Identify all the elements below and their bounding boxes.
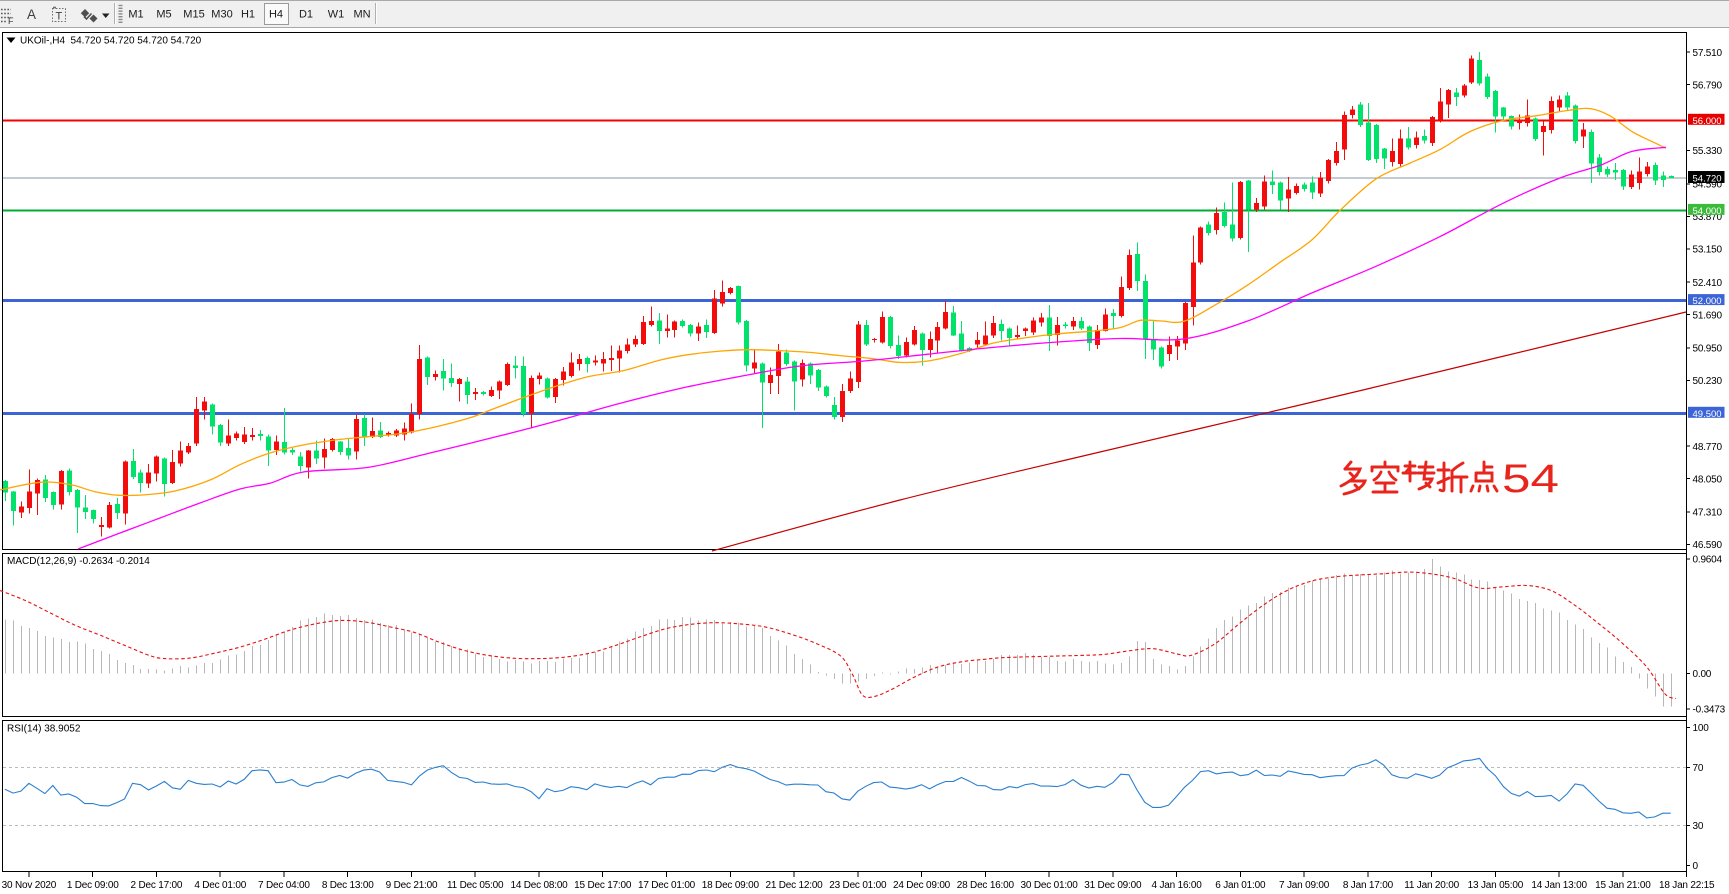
svg-text:54.720: 54.720 xyxy=(1693,174,1722,185)
svg-text:8 Jan 17:00: 8 Jan 17:00 xyxy=(1343,880,1394,891)
svg-text:M1: M1 xyxy=(128,9,143,21)
svg-text:28 Dec 16:00: 28 Dec 16:00 xyxy=(957,880,1015,891)
svg-text:13 Jan 05:00: 13 Jan 05:00 xyxy=(1468,880,1524,891)
svg-text:55.330: 55.330 xyxy=(1693,146,1723,157)
svg-text:30 Dec 01:00: 30 Dec 01:00 xyxy=(1021,880,1079,891)
svg-text:2 Dec 17:00: 2 Dec 17:00 xyxy=(131,880,183,891)
svg-text:47.310: 47.310 xyxy=(1693,508,1723,519)
svg-text:RSI(14) 38.9052: RSI(14) 38.9052 xyxy=(7,724,81,735)
svg-text:24 Dec 09:00: 24 Dec 09:00 xyxy=(893,880,951,891)
svg-text:M30: M30 xyxy=(211,9,232,21)
svg-text:1 Dec 09:00: 1 Dec 09:00 xyxy=(67,880,119,891)
svg-text:7 Jan 09:00: 7 Jan 09:00 xyxy=(1279,880,1330,891)
svg-text:MACD(12,26,9) -0.2634 -0.2014: MACD(12,26,9) -0.2634 -0.2014 xyxy=(7,556,150,567)
svg-text:4 Dec 01:00: 4 Dec 01:00 xyxy=(194,880,246,891)
svg-text:A: A xyxy=(27,7,36,22)
svg-text:48.770: 48.770 xyxy=(1693,442,1723,453)
svg-text:21 Dec 12:00: 21 Dec 12:00 xyxy=(765,880,823,891)
svg-text:48.050: 48.050 xyxy=(1693,474,1723,485)
svg-text:-0.3473: -0.3473 xyxy=(1693,705,1726,716)
svg-text:56.790: 56.790 xyxy=(1693,80,1723,91)
svg-text:52.410: 52.410 xyxy=(1693,278,1723,289)
svg-text:15 Jan 21:00: 15 Jan 21:00 xyxy=(1595,880,1651,891)
svg-text:9 Dec 21:00: 9 Dec 21:00 xyxy=(386,880,438,891)
svg-text:100: 100 xyxy=(1693,723,1710,734)
svg-text:30 Nov 2020: 30 Nov 2020 xyxy=(2,880,57,891)
svg-text:7 Dec 04:00: 7 Dec 04:00 xyxy=(258,880,310,891)
svg-text:23 Dec 01:00: 23 Dec 01:00 xyxy=(829,880,887,891)
svg-text:56.000: 56.000 xyxy=(1693,116,1722,127)
svg-text:46.590: 46.590 xyxy=(1693,540,1723,551)
svg-text:M5: M5 xyxy=(156,9,171,21)
svg-text:15 Dec 17:00: 15 Dec 17:00 xyxy=(574,880,632,891)
svg-text:54: 54 xyxy=(1502,457,1559,501)
svg-text:T: T xyxy=(56,11,63,23)
svg-text:6 Jan 01:00: 6 Jan 01:00 xyxy=(1215,880,1266,891)
svg-text:31 Dec 09:00: 31 Dec 09:00 xyxy=(1084,880,1142,891)
svg-text:50.950: 50.950 xyxy=(1693,344,1723,355)
svg-text:52.000: 52.000 xyxy=(1693,296,1722,307)
svg-text:8 Dec 13:00: 8 Dec 13:00 xyxy=(322,880,374,891)
svg-text:30: 30 xyxy=(1693,821,1704,832)
svg-text:0.00: 0.00 xyxy=(1693,669,1712,680)
svg-text:17 Dec 01:00: 17 Dec 01:00 xyxy=(638,880,696,891)
svg-text:51.690: 51.690 xyxy=(1693,310,1723,321)
svg-text:W1: W1 xyxy=(328,9,345,21)
svg-text:H1: H1 xyxy=(241,9,255,21)
svg-text:11 Dec 05:00: 11 Dec 05:00 xyxy=(447,880,504,891)
svg-text:F: F xyxy=(8,16,14,26)
svg-text:0.9604: 0.9604 xyxy=(1693,555,1723,566)
svg-text:UKOil-,H4 54.720 54.720 54.72: UKOil-,H4 54.720 54.720 54.720 54.720 xyxy=(20,36,202,47)
svg-text:18 Dec 09:00: 18 Dec 09:00 xyxy=(702,880,760,891)
svg-text:D1: D1 xyxy=(299,9,313,21)
svg-text:M15: M15 xyxy=(183,9,204,21)
svg-text:11 Jan 20:00: 11 Jan 20:00 xyxy=(1404,880,1459,891)
svg-text:49.500: 49.500 xyxy=(1693,409,1722,420)
svg-text:53.150: 53.150 xyxy=(1693,245,1723,256)
svg-text:57.510: 57.510 xyxy=(1693,48,1723,59)
svg-text:18 Jan 22:15: 18 Jan 22:15 xyxy=(1659,880,1715,891)
svg-text:53.870: 53.870 xyxy=(1693,212,1723,223)
svg-text:14 Jan 13:00: 14 Jan 13:00 xyxy=(1531,880,1587,891)
svg-text:H4: H4 xyxy=(269,9,283,21)
svg-text:54.590: 54.590 xyxy=(1693,180,1723,191)
svg-text:70: 70 xyxy=(1693,763,1704,774)
svg-text:50.230: 50.230 xyxy=(1693,376,1723,387)
svg-text:14 Dec 08:00: 14 Dec 08:00 xyxy=(510,880,568,891)
svg-text:0: 0 xyxy=(1693,861,1699,872)
svg-text:54.000: 54.000 xyxy=(1693,206,1722,217)
svg-text:MN: MN xyxy=(353,9,370,21)
svg-text:4 Jan 16:00: 4 Jan 16:00 xyxy=(1152,880,1203,891)
